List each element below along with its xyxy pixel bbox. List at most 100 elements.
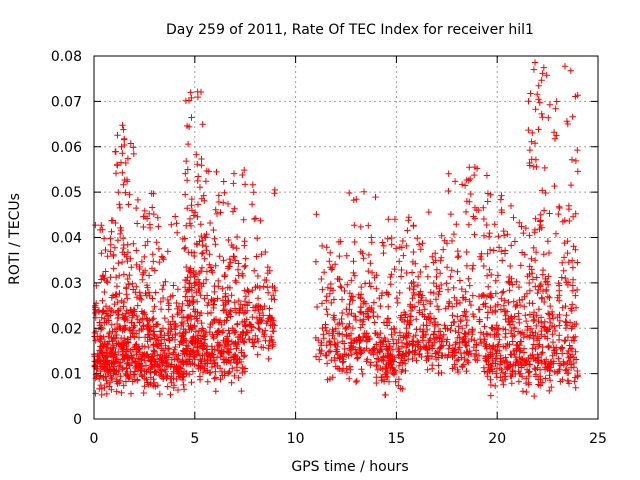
data-point	[92, 363, 99, 370]
data-point	[505, 278, 512, 285]
data-point	[470, 313, 478, 320]
data-point	[163, 372, 170, 379]
data-point	[446, 342, 453, 349]
data-point	[511, 238, 519, 245]
data-point	[448, 267, 455, 274]
data-point	[437, 328, 444, 335]
data-point	[569, 113, 576, 120]
data-point	[133, 330, 140, 337]
data-point	[112, 148, 119, 155]
data-point	[338, 296, 346, 303]
data-point	[453, 296, 461, 304]
data-point	[450, 230, 458, 238]
data-point	[131, 322, 138, 329]
data-point	[527, 352, 534, 359]
data-point	[551, 135, 559, 142]
data-point	[226, 308, 234, 315]
data-point	[133, 283, 140, 290]
data-point	[427, 335, 434, 342]
data-point	[555, 368, 562, 375]
data-point	[327, 285, 335, 292]
data-point	[545, 343, 552, 350]
data-point	[417, 346, 424, 353]
data-point	[134, 196, 142, 204]
data-point	[467, 175, 474, 183]
data-point	[120, 126, 127, 133]
data-point	[459, 294, 466, 301]
data-point	[349, 297, 356, 304]
data-point	[199, 121, 206, 128]
data-point	[461, 308, 468, 315]
data-point	[497, 196, 504, 203]
data-point	[574, 259, 581, 266]
data-point	[532, 106, 539, 113]
data-point	[260, 283, 267, 290]
data-point	[452, 349, 460, 356]
data-point	[357, 303, 364, 311]
data-point	[260, 312, 267, 319]
data-point	[115, 189, 122, 196]
data-point	[531, 226, 539, 234]
data-point	[144, 379, 151, 386]
data-point	[469, 292, 476, 299]
data-point	[158, 253, 165, 260]
data-point	[526, 361, 533, 368]
data-point	[396, 332, 404, 339]
data-point	[215, 192, 222, 199]
data-point	[425, 339, 432, 346]
data-point	[346, 332, 353, 339]
data-point	[532, 248, 540, 256]
data-point	[332, 325, 339, 332]
data-point	[334, 365, 342, 372]
data-point	[113, 354, 120, 362]
data-point	[151, 348, 158, 356]
data-point	[531, 59, 539, 66]
data-point	[155, 223, 162, 230]
data-point	[173, 299, 180, 307]
data-point	[119, 364, 127, 371]
data-point	[256, 309, 263, 317]
data-point	[403, 242, 410, 250]
data-point	[103, 390, 110, 398]
data-point	[380, 242, 387, 250]
data-point	[492, 277, 499, 284]
data-point	[153, 333, 161, 340]
data-point	[436, 270, 444, 277]
data-point	[346, 375, 353, 382]
data-point	[569, 257, 576, 264]
data-point	[415, 291, 422, 299]
data-point	[399, 237, 406, 245]
data-point	[463, 262, 471, 270]
data-point	[238, 387, 245, 395]
data-point	[430, 315, 438, 322]
data-point	[480, 337, 488, 345]
data-point	[501, 373, 508, 380]
data-point	[556, 317, 564, 325]
data-point	[323, 244, 330, 251]
data-point	[433, 273, 440, 281]
data-point	[530, 244, 537, 252]
data-point	[516, 302, 524, 309]
data-point	[368, 269, 376, 276]
data-point	[118, 226, 125, 234]
data-point	[120, 303, 127, 310]
data-point	[537, 217, 544, 224]
data-point	[203, 268, 211, 275]
data-point	[568, 361, 575, 368]
data-point	[407, 307, 415, 315]
y-tick-label: 0.02	[51, 321, 82, 337]
data-point	[357, 295, 364, 302]
data-point	[465, 177, 472, 184]
data-point	[397, 273, 405, 280]
data-point	[251, 215, 258, 223]
data-point	[240, 310, 248, 317]
data-point	[140, 389, 147, 397]
data-point	[221, 305, 228, 313]
data-point	[128, 264, 135, 271]
data-point	[103, 344, 110, 351]
data-point	[253, 314, 261, 322]
data-point	[536, 225, 543, 233]
x-tick-label: 20	[488, 431, 506, 447]
data-point	[169, 313, 176, 320]
data-point	[187, 89, 194, 96]
